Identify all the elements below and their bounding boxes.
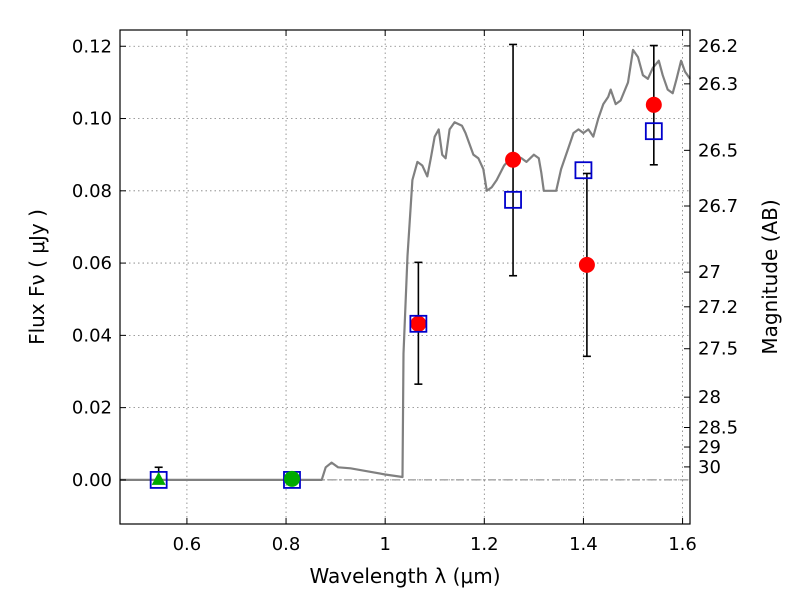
y2-axis-label: Magnitude (AB)	[758, 199, 782, 354]
model-photometry-marker	[504, 190, 522, 209]
nondetection-triangle-marker	[151, 471, 166, 485]
x-axis-label: Wavelength λ (μm)	[309, 564, 500, 588]
y2-tick-label: 26.3	[698, 74, 738, 95]
x-tick-label: 1	[379, 534, 390, 555]
x-tick-label: 1.6	[668, 534, 697, 555]
observed-flux-marker	[578, 256, 595, 273]
y-axis-label: Flux Fν ( μJy )	[25, 209, 49, 345]
y2-tick-label: 27.2	[698, 297, 738, 318]
ticks-layer: 0.6 0.8 1 1.2 1.4 1.6 0.00 0.02 0.04 0.06 0.08 0.10…	[72, 30, 738, 555]
data-points-layer	[149, 43, 663, 489]
y-tick-label: 0.06	[72, 253, 112, 274]
x-tick-label: 0.6	[173, 534, 202, 555]
spectrum-layer	[120, 48, 691, 481]
y2-tick-label: 26.7	[698, 196, 738, 217]
spectrum-line	[120, 48, 691, 481]
nondetection-circle-marker	[283, 470, 300, 487]
y2-tick-label: 26.5	[698, 140, 738, 161]
plot-frame	[119, 29, 691, 525]
model-photometry-marker	[574, 161, 593, 180]
y2-tick-label: 28	[698, 387, 721, 408]
y-tick-label: 0.10	[72, 109, 112, 130]
y-tick-label: 0.04	[72, 325, 112, 346]
observed-flux-marker	[410, 315, 427, 332]
y2-tick-label: 30	[698, 457, 721, 478]
y2-tick-label: 27.5	[698, 339, 738, 360]
y2-tick-label: 26.2	[698, 36, 738, 57]
observed-flux-marker	[645, 96, 662, 113]
y2-tick-label: 29	[698, 437, 721, 458]
y2-tick-label: 27	[698, 262, 721, 283]
x-tick-label: 0.8	[272, 534, 301, 555]
model-photometry-marker	[644, 122, 663, 141]
y2-tick-label: 28.5	[698, 418, 738, 439]
y-tick-label: 0.12	[72, 36, 112, 57]
model-photometry-marker	[409, 314, 428, 333]
observed-flux-marker	[505, 151, 522, 168]
y-tick-label: 0.00	[72, 470, 112, 491]
x-tick-label: 1.4	[569, 534, 598, 555]
y-tick-label: 0.02	[72, 398, 112, 419]
x-tick-label: 1.2	[470, 534, 499, 555]
y-tick-label: 0.08	[72, 181, 112, 202]
